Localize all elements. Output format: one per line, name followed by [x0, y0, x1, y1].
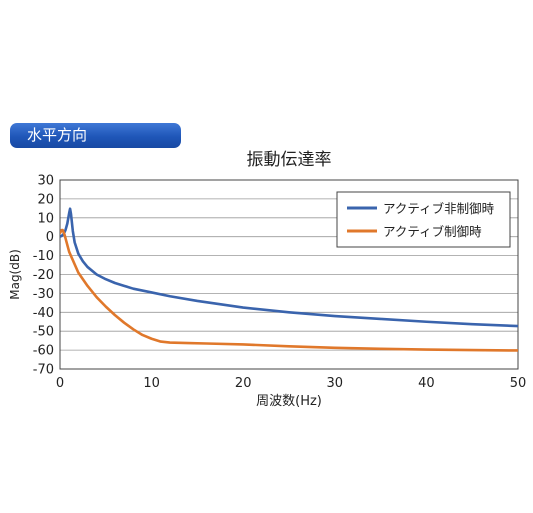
legend-label: アクティブ制御時 — [383, 224, 482, 239]
chart-title: 振動伝達率 — [246, 150, 332, 170]
y-tick-label: 10 — [37, 211, 54, 226]
series-line — [60, 228, 518, 352]
x-tick-label: 30 — [327, 376, 344, 391]
y-tick-label: -20 — [33, 268, 54, 283]
plot-frame — [59, 179, 519, 370]
x-tick-label: 20 — [235, 376, 252, 391]
legend-box — [336, 191, 511, 248]
y-tick-label: 30 — [37, 174, 54, 189]
x-axis-label: 周波数(Hz) — [256, 394, 322, 409]
y-tick-label: -30 — [33, 287, 54, 302]
x-tick-label: 0 — [56, 376, 64, 391]
x-tick-label: 40 — [418, 376, 435, 391]
series-line — [60, 207, 518, 328]
y-tick-label: -40 — [33, 306, 54, 321]
legend-label: アクティブ非制御時 — [383, 201, 495, 216]
y-tick-label: -10 — [33, 249, 54, 264]
x-tick-label: 50 — [510, 376, 527, 391]
y-axis-label: Mag(dB) — [8, 249, 22, 300]
x-tick-label: 10 — [143, 376, 160, 391]
section-badge: 水平方向 — [10, 123, 181, 148]
y-tick-label: 20 — [37, 192, 54, 207]
y-tick-label: 0 — [46, 230, 54, 245]
y-tick-label: -50 — [33, 325, 54, 340]
y-tick-label: -70 — [33, 363, 54, 378]
y-tick-label: -60 — [33, 344, 54, 359]
